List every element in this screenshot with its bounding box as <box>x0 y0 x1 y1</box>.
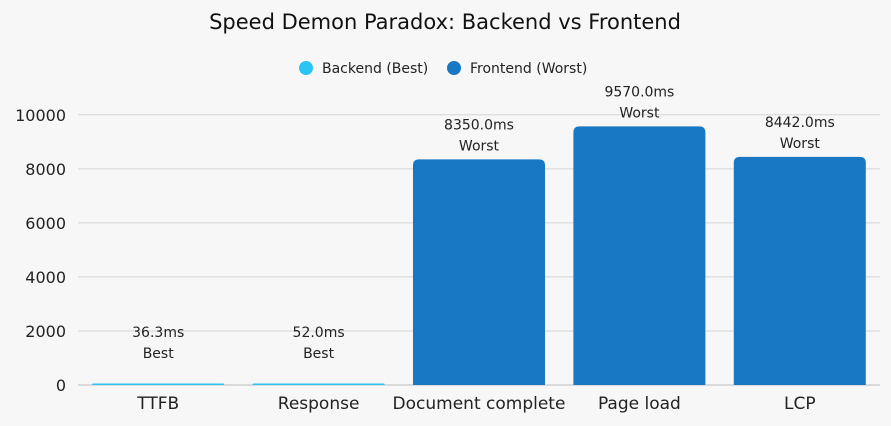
rank-label: Best <box>303 346 335 362</box>
y-tick-label: 2000 <box>25 322 66 341</box>
x-tick-label: Page load <box>598 394 681 414</box>
rank-label: Worst <box>780 136 821 152</box>
legend-item-frontend[interactable]: Frontend (Worst) <box>447 61 587 77</box>
bars <box>92 126 866 385</box>
y-tick-label: 4000 <box>25 268 66 287</box>
y-tick-label: 6000 <box>25 214 66 233</box>
x-tick-label: Document complete <box>393 394 566 414</box>
chart-title: Speed Demon Paradox: Backend vs Frontend <box>209 10 681 34</box>
data-labels: 36.3ms Best 52.0ms Best 8350.0ms Worst 9570.0m… <box>132 84 835 362</box>
rank-label: Worst <box>459 138 500 154</box>
x-tick-label: Response <box>278 394 360 414</box>
rank-label: Worst <box>619 105 660 121</box>
legend-swatch-backend <box>299 61 313 75</box>
legend-label-frontend: Frontend (Worst) <box>470 61 587 77</box>
legend-label-backend: Backend (Best) <box>322 61 428 77</box>
bar-document-complete[interactable] <box>413 159 545 385</box>
legend-swatch-frontend <box>447 61 461 75</box>
value-label: 8442.0ms <box>765 115 835 131</box>
x-axis-ticks: TTFB Response Document complete Page load LC… <box>136 394 815 414</box>
value-label: 8350.0ms <box>444 117 514 133</box>
y-axis-ticks: 0 2000 4000 6000 8000 10000 <box>15 106 66 395</box>
rank-label: Best <box>143 346 175 362</box>
x-tick-label: LCP <box>784 394 816 414</box>
legend: Backend (Best) Frontend (Worst) <box>299 61 587 77</box>
bar-ttfb[interactable] <box>92 383 225 386</box>
x-tick-label: TTFB <box>136 394 179 414</box>
y-tick-label: 8000 <box>25 160 66 179</box>
y-tick-label: 0 <box>56 376 66 395</box>
value-label: 9570.0ms <box>604 84 674 100</box>
legend-item-backend[interactable]: Backend (Best) <box>299 61 428 77</box>
bar-page-load[interactable] <box>573 126 706 385</box>
bar-response[interactable] <box>252 383 385 386</box>
value-label: 36.3ms <box>132 325 184 341</box>
value-label: 52.0ms <box>293 325 345 341</box>
bar-lcp[interactable] <box>733 156 866 385</box>
y-tick-label: 10000 <box>15 106 66 125</box>
